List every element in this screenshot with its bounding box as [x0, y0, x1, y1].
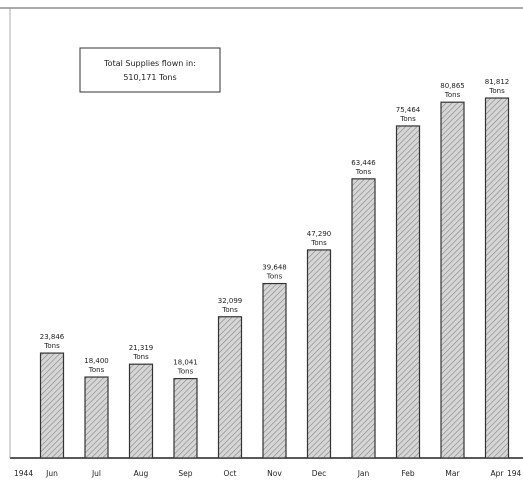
value-label-oct: 32,099 — [218, 297, 243, 305]
bars-group — [39, 97, 510, 459]
x-tick-mar: Mar — [445, 469, 460, 478]
value-label-jun: 23,846 — [40, 333, 65, 341]
value-label-nov: 39,648 — [262, 264, 287, 272]
bar-feb — [395, 125, 421, 459]
value-label-apr: 81,812 — [485, 78, 510, 86]
x-tick-aug: Aug — [134, 469, 149, 478]
unit-label-dec: Tons — [310, 239, 327, 247]
total-annotation-box: Total Supplies flown in: 510,171 Tons — [79, 47, 221, 93]
bar-nov — [262, 282, 287, 459]
bar-mar — [440, 101, 465, 459]
x-tick-sep: Sep — [178, 469, 192, 478]
unit-label-nov: Tons — [266, 273, 283, 281]
x-tick-jan: Jan — [357, 469, 370, 478]
year-start-label: 1944 — [14, 469, 33, 478]
x-tick-jun: Jun — [45, 469, 58, 478]
unit-label-aug: Tons — [132, 353, 149, 361]
x-tick-labels-group: Jun Jul Aug Sep Oct Nov Dec Jan Feb Mar Apr — [45, 469, 504, 478]
unit-label-feb: Tons — [399, 115, 416, 123]
annotation-line-2: 510,171 Tons — [123, 73, 176, 82]
annotation-frame — [79, 47, 221, 93]
x-tick-feb: Feb — [401, 469, 415, 478]
x-tick-nov: Nov — [267, 469, 282, 478]
value-labels-group: 23,846Tons18,400Tons21,319Tons18,041Tons… — [40, 78, 510, 376]
year-end-label: 194 — [507, 469, 522, 478]
x-tick-jul: Jul — [91, 469, 101, 478]
unit-label-sep: Tons — [177, 368, 194, 376]
unit-label-jul: Tons — [88, 366, 105, 374]
x-tick-oct: Oct — [224, 469, 237, 478]
unit-label-jun: Tons — [43, 342, 60, 350]
bar-jul — [84, 376, 109, 459]
unit-label-mar: Tons — [444, 91, 461, 99]
value-label-sep: 18,041 — [173, 359, 198, 367]
value-label-aug: 21,319 — [129, 344, 154, 352]
bar-apr — [484, 97, 510, 459]
bar-sep — [173, 378, 198, 459]
value-label-jan: 63,446 — [351, 159, 376, 167]
bar-jan — [351, 178, 376, 459]
value-label-jul: 18,400 — [84, 357, 109, 365]
unit-label-jan: Tons — [355, 168, 372, 176]
bar-jun — [39, 352, 65, 459]
unit-label-oct: Tons — [221, 306, 238, 314]
bar-dec — [306, 249, 332, 459]
bar-aug — [128, 363, 154, 459]
value-label-feb: 75,464 — [396, 106, 421, 114]
bar-oct — [217, 316, 243, 459]
x-tick-dec: Dec — [312, 469, 327, 478]
x-tick-apr: Apr — [491, 469, 505, 478]
unit-label-apr: Tons — [488, 87, 505, 95]
value-label-dec: 47,290 — [307, 230, 332, 238]
annotation-line-1: Total Supplies flown in: — [103, 59, 196, 68]
value-label-mar: 80,865 — [440, 82, 465, 90]
